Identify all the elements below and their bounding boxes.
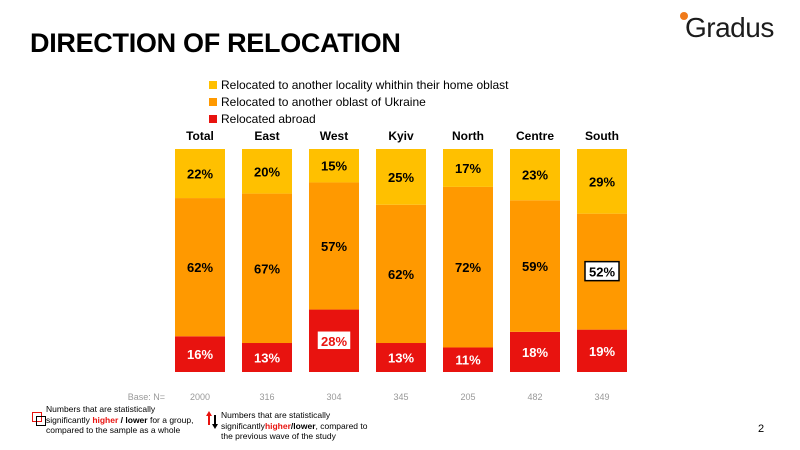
legend-label: Relocated to another locality whithin th… xyxy=(221,77,509,92)
category-label: Total xyxy=(186,129,214,143)
up-down-arrows-icon xyxy=(206,411,218,429)
logo-dot-icon xyxy=(680,12,688,20)
significance-note-group: Numbers that are statistically significa… xyxy=(46,404,196,436)
base-label: Base: N= xyxy=(128,392,165,402)
base-value: 316 xyxy=(259,392,274,402)
significance-box xyxy=(316,330,352,351)
data-label: 25% xyxy=(388,170,414,185)
category-label: East xyxy=(254,129,279,143)
data-label: 22% xyxy=(187,167,213,182)
note-sep: / xyxy=(118,414,126,425)
legend-item: Relocated to another locality whithin th… xyxy=(209,76,509,93)
legend-swatch-icon xyxy=(209,80,217,89)
bar-segment xyxy=(577,149,627,214)
logo-text: Gradus xyxy=(685,12,774,43)
data-label: 29% xyxy=(589,174,615,189)
black-box-icon xyxy=(36,416,46,426)
bar-segment xyxy=(175,198,225,337)
data-label: 13% xyxy=(254,351,280,366)
bar-segment xyxy=(242,149,292,194)
base-value: 2000 xyxy=(190,392,210,402)
note-higher: higher xyxy=(92,414,119,425)
bar-segment xyxy=(376,149,426,205)
significance-box xyxy=(584,260,620,282)
category-label: West xyxy=(320,129,348,143)
note-lower: lower xyxy=(125,414,148,425)
chart-legend: Relocated to another locality whithin th… xyxy=(209,76,509,127)
data-label: 67% xyxy=(254,261,280,276)
bar-segment xyxy=(376,204,426,344)
legend-item: Relocated abroad xyxy=(209,110,509,127)
bar-segment xyxy=(309,182,359,310)
data-label: 72% xyxy=(455,260,481,275)
bar-segment xyxy=(510,149,560,201)
legend-swatch-icon xyxy=(209,97,217,106)
bar-segment xyxy=(376,343,426,372)
base-value: 349 xyxy=(594,392,609,402)
base-value: 304 xyxy=(326,392,341,402)
data-label: 62% xyxy=(388,267,414,282)
page-number: 2 xyxy=(758,423,765,435)
note-lower: lower xyxy=(293,420,316,431)
note-sep: / xyxy=(290,420,294,431)
data-label: 11% xyxy=(455,353,481,368)
data-label: 16% xyxy=(187,347,213,362)
legend-swatch-icon xyxy=(209,114,217,123)
data-label: 19% xyxy=(589,344,615,359)
data-label: 52% xyxy=(589,265,615,280)
bar-segment xyxy=(175,336,225,372)
data-label: 57% xyxy=(321,239,347,254)
base-value: 482 xyxy=(527,392,542,402)
data-label: 20% xyxy=(254,164,280,179)
note-text: , compared to the previous wave of the s… xyxy=(221,420,368,442)
data-label: 59% xyxy=(522,259,548,274)
note-higher: higher xyxy=(264,420,291,431)
note-text: Numbers that are statistically significa… xyxy=(221,410,331,431)
note-text: for a group, compared to the sample as a… xyxy=(46,414,194,436)
category-label: North xyxy=(452,129,484,143)
data-label: 15% xyxy=(321,159,347,174)
data-label: 17% xyxy=(455,161,481,176)
data-label: 18% xyxy=(522,345,548,360)
bar-segment xyxy=(443,149,493,187)
bar-segment xyxy=(510,331,560,372)
category-label: South xyxy=(585,129,619,143)
note-text: Numbers that are statistically significa… xyxy=(46,404,156,425)
significance-note-wave: Numbers that are statistically significa… xyxy=(221,410,381,442)
bar-segment xyxy=(510,200,560,332)
data-label: 62% xyxy=(187,260,213,275)
bar-segment xyxy=(577,329,627,372)
bar-segment xyxy=(242,193,292,344)
data-label: 13% xyxy=(388,351,414,366)
gradus-logo: Gradus xyxy=(676,10,788,46)
category-label: Centre xyxy=(516,129,554,143)
bar-segment xyxy=(443,186,493,348)
data-label: 28% xyxy=(321,334,347,349)
base-value: 205 xyxy=(460,392,475,402)
legend-label: Relocated abroad xyxy=(221,111,316,126)
bar-segment xyxy=(175,149,225,199)
legend-label: Relocated to another oblast of Ukraine xyxy=(221,94,426,109)
bar-segment xyxy=(242,343,292,372)
data-label: 23% xyxy=(522,168,548,183)
slide-title: DIRECTION OF RELOCATION xyxy=(30,28,401,58)
bar-segment xyxy=(309,149,359,183)
category-label: Kyiv xyxy=(388,129,414,143)
bar-segment xyxy=(443,347,493,372)
significance-group-icon xyxy=(32,412,46,426)
base-value: 345 xyxy=(393,392,408,402)
legend-item: Relocated to another oblast of Ukraine xyxy=(209,93,509,110)
red-box-icon xyxy=(32,412,42,422)
